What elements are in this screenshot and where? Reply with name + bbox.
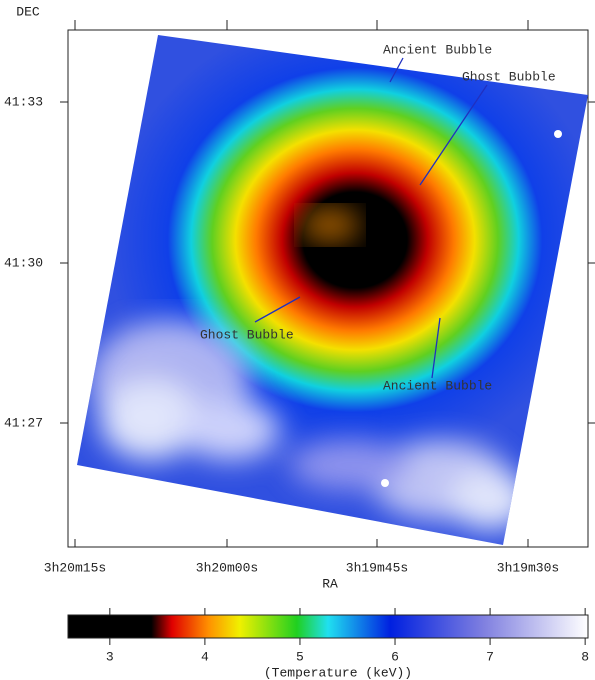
x-axis-label: RA [322, 576, 338, 591]
annotation: Ancient Bubble [383, 378, 492, 393]
annotation-lines [254, 57, 488, 379]
colorbar [67, 614, 589, 639]
x-tick-label: 3h20m00s [196, 560, 258, 575]
marker [381, 479, 389, 487]
plot-frame [67, 29, 589, 548]
colorbar-tick-label: 8 [581, 649, 589, 664]
colorbar-tick-label: 3 [106, 649, 114, 664]
colorbar-tick-label: 5 [296, 649, 304, 664]
colorbar-tick-label: 4 [201, 649, 209, 664]
x-tick-label: 3h20m15s [44, 560, 106, 575]
y-tick-label: 41:33 [4, 94, 43, 109]
colorbar-tick-label: 6 [391, 649, 399, 664]
marker [554, 130, 562, 138]
annotation: Ghost Bubble [200, 327, 294, 342]
y-axis-label: DEC [16, 4, 40, 19]
colorbar-tick-label: 7 [486, 649, 494, 664]
temperature-map [77, 35, 588, 545]
x-tick-label: 3h19m30s [497, 560, 559, 575]
y-tick-label: 41:30 [4, 255, 43, 270]
x-tick-label: 3h19m45s [346, 560, 408, 575]
annotation: Ancient Bubble [383, 42, 492, 57]
annotation: Ghost Bubble [462, 69, 556, 84]
y-tick-label: 41:27 [4, 415, 43, 430]
colorbar-label: (Temperature (keV)) [264, 665, 412, 680]
